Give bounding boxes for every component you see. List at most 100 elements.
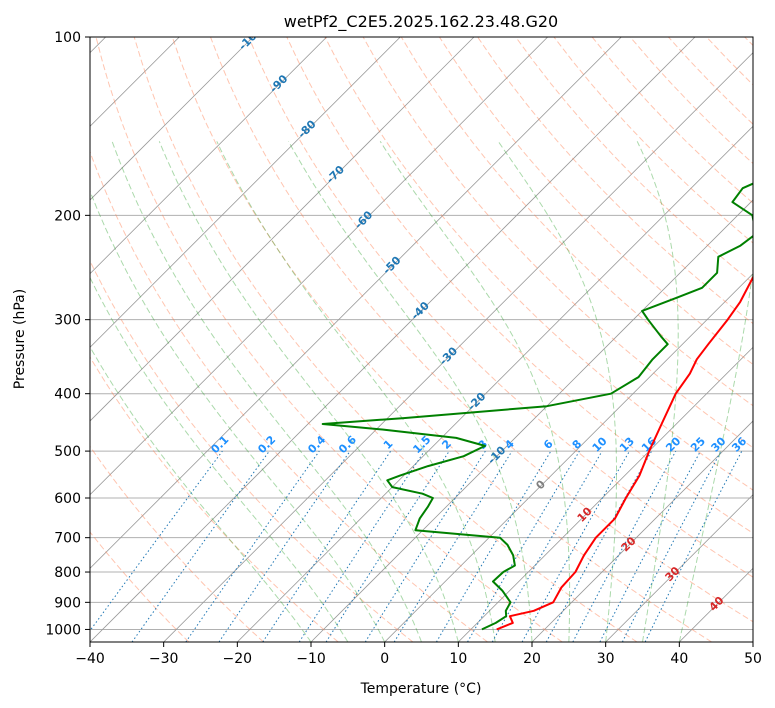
isotherm-label: -60 bbox=[352, 208, 375, 231]
x-tick-label: −40 bbox=[75, 651, 105, 667]
dry-adiabat-line bbox=[210, 37, 753, 623]
isotherm-line bbox=[90, 37, 696, 642]
y-tick-label: 500 bbox=[54, 444, 81, 460]
mixing-ratio-label: 0.2 bbox=[255, 433, 278, 456]
moist-adiabat-line bbox=[90, 189, 386, 642]
dry-adiabat-line bbox=[706, 37, 753, 86]
mixing-ratio-line bbox=[325, 450, 450, 642]
isotherm-label: -90 bbox=[267, 72, 290, 95]
y-axis-title: Pressure (hPa) bbox=[12, 289, 28, 389]
mixing-ratio-label: 13 bbox=[617, 435, 637, 455]
dry-adiabat-line bbox=[133, 37, 638, 642]
isotherm-line bbox=[679, 567, 753, 642]
mixing-ratio-line bbox=[131, 450, 270, 642]
x-axis: −40 −30 −20 −10 0 10 20 30 40 50 bbox=[75, 642, 762, 667]
moist-adiabat-line bbox=[111, 141, 422, 642]
isotherm-label: -100 bbox=[236, 24, 265, 53]
mixing-ratio-line bbox=[90, 450, 223, 632]
dry-adiabat-line bbox=[591, 37, 753, 204]
y-tick-label: 1000 bbox=[45, 622, 81, 638]
y-tick-label: 800 bbox=[54, 565, 81, 581]
moist-adiabat-line bbox=[636, 141, 679, 642]
moist-adiabat-line bbox=[497, 141, 617, 642]
mixing-ratio-label: 1.5 bbox=[410, 433, 433, 456]
x-tick-label: −30 bbox=[149, 651, 179, 667]
mixing-ratio-line bbox=[521, 450, 630, 642]
mixing-ratio-label: 2 bbox=[439, 437, 454, 452]
dry-adiabat-line bbox=[438, 37, 753, 366]
isotherm-label: -70 bbox=[324, 163, 347, 186]
y-tick-label: 700 bbox=[54, 531, 81, 547]
isotherm-line bbox=[531, 420, 753, 642]
isotherm-label: -50 bbox=[380, 254, 403, 277]
x-tick-label: −20 bbox=[223, 651, 253, 667]
x-tick-label: 20 bbox=[523, 651, 541, 667]
isotherm-label: 0 bbox=[533, 477, 548, 492]
isotherm-line bbox=[90, 37, 548, 496]
isotherm-line bbox=[90, 37, 327, 275]
isotherm-label: 10 bbox=[575, 504, 595, 524]
moist-adiabat-line bbox=[379, 141, 571, 642]
isotherm-line bbox=[605, 494, 753, 642]
mixing-ratio-line bbox=[572, 450, 677, 642]
y-tick-label: 100 bbox=[54, 30, 81, 46]
dewpoint-profile-line bbox=[321, 182, 753, 631]
mixing-ratio-line bbox=[298, 450, 425, 642]
dry-adiabat-line bbox=[248, 37, 753, 578]
moist-adiabat-line bbox=[678, 265, 753, 642]
isotherm-line bbox=[237, 125, 753, 642]
isotherm-label: -40 bbox=[409, 299, 432, 322]
x-tick-label: 40 bbox=[670, 651, 688, 667]
mixing-ratio-line bbox=[644, 450, 743, 642]
dry-adiabat-line bbox=[668, 37, 753, 125]
isotherm-label: -30 bbox=[437, 344, 460, 367]
dry-adiabat-line bbox=[90, 356, 339, 642]
dry-adiabat-line bbox=[90, 445, 264, 642]
isotherm-line bbox=[90, 37, 401, 348]
y-axis: 1000 900 800 700 600 500 400 300 200 100 bbox=[45, 30, 90, 638]
dry-adiabat-line bbox=[744, 37, 753, 47]
moist-adiabat-line bbox=[158, 141, 459, 642]
mixing-ratio-label: 8 bbox=[570, 437, 585, 452]
isotherm-line bbox=[458, 346, 753, 642]
dry-adiabat-line bbox=[171, 37, 712, 642]
mixing-ratio-label: 0.6 bbox=[336, 433, 359, 456]
y-tick-label: 300 bbox=[54, 313, 81, 329]
moist-adiabat-line bbox=[288, 141, 533, 642]
isotherm-label: -80 bbox=[295, 117, 318, 140]
mixing-ratio-line bbox=[435, 450, 552, 642]
mixing-ratio-line bbox=[185, 450, 320, 642]
x-tick-label: −10 bbox=[296, 651, 326, 667]
y-tick-label: 200 bbox=[54, 208, 81, 224]
x-tick-label: 10 bbox=[449, 651, 467, 667]
temperature-profile-line bbox=[496, 275, 753, 631]
moist-adiabat-line bbox=[216, 141, 496, 642]
isotherm-line bbox=[163, 52, 753, 642]
dry-adiabat-line bbox=[90, 150, 488, 642]
isotherm-line bbox=[752, 641, 753, 642]
isotherm-label: 40 bbox=[707, 594, 727, 614]
moist-adiabat-line bbox=[90, 345, 312, 642]
mixing-ratio-line bbox=[262, 450, 392, 642]
x-tick-label: 50 bbox=[744, 651, 762, 667]
y-tick-label: 900 bbox=[54, 595, 81, 611]
isotherm-line bbox=[384, 273, 753, 642]
isotherm-line bbox=[310, 199, 753, 642]
plot-area: 0.1 0.2 0.4 0.6 1 1.5 2 3 4 6 8 10 13 16 20 25 30 36-100-… bbox=[90, 24, 753, 642]
y-tick-label: 400 bbox=[54, 387, 81, 403]
plot-frame bbox=[89, 36, 754, 643]
mixing-ratio-line bbox=[218, 450, 351, 642]
dry-adiabat-line bbox=[400, 37, 753, 407]
chart-title: wetPf2_C2E5.2025.162.23.48.G20 bbox=[284, 12, 558, 32]
x-axis-title: Temperature (°C) bbox=[360, 681, 482, 697]
isotherm-label: 30 bbox=[663, 564, 683, 584]
dry-adiabat-line bbox=[95, 37, 563, 642]
moist-adiabat-line bbox=[90, 276, 349, 642]
dry-adiabat-line bbox=[90, 259, 414, 642]
y-tick-label: 600 bbox=[54, 491, 81, 507]
mixing-ratio-label: 0.1 bbox=[208, 433, 231, 456]
isotherm-line bbox=[90, 37, 622, 569]
x-tick-label: 0 bbox=[380, 651, 389, 667]
isotherm-line bbox=[90, 37, 475, 422]
